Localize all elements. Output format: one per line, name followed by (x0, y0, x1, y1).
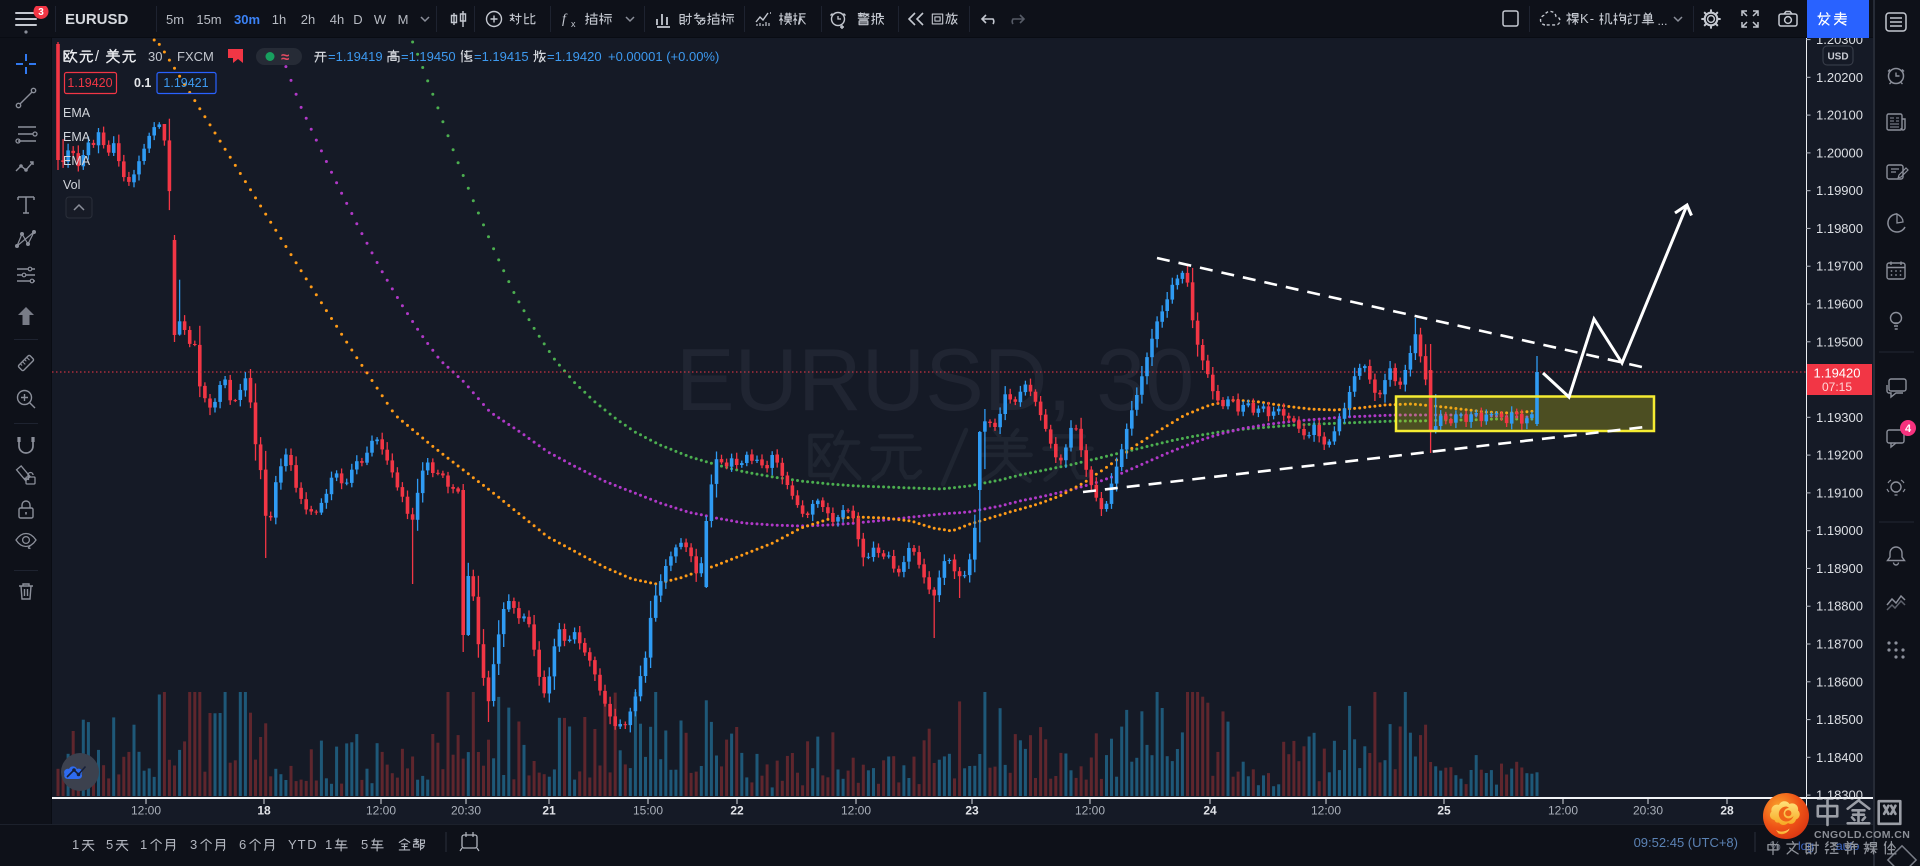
svg-text:12:00: 12:00 (1075, 804, 1105, 818)
svg-text:25: 25 (1437, 804, 1451, 818)
svg-text:=1.19419: =1.19419 (328, 49, 383, 64)
svg-text:=1.19415: =1.19415 (474, 49, 529, 64)
svg-text:1.19800: 1.19800 (1816, 221, 1863, 236)
svg-text:f: f (562, 12, 568, 27)
svg-text:1.19420: 1.19420 (67, 76, 112, 90)
svg-text:/: / (95, 49, 100, 65)
svg-text:CNGOLD.COM.CN: CNGOLD.COM.CN (1814, 829, 1910, 841)
svg-text:=1.19450: =1.19450 (401, 49, 456, 64)
svg-text:1.20300: 1.20300 (1816, 38, 1863, 47)
svg-text:1.18900: 1.18900 (1816, 561, 1863, 576)
svg-text:18: 18 (257, 804, 271, 818)
svg-text:EMA: EMA (63, 106, 91, 120)
svg-text:1.18700: 1.18700 (1816, 637, 1863, 652)
svg-text:Y: Y (288, 837, 297, 852)
svg-text:1: 1 (325, 837, 332, 852)
svg-text:EMA: EMA (63, 130, 91, 144)
svg-text:12:00: 12:00 (131, 804, 161, 818)
svg-text:≈: ≈ (281, 49, 289, 66)
svg-text:5: 5 (361, 837, 368, 852)
svg-text:12:00: 12:00 (1311, 804, 1341, 818)
svg-text:1.18600: 1.18600 (1816, 674, 1863, 689)
svg-text:1.18500: 1.18500 (1816, 712, 1863, 727)
svg-text:1.19900: 1.19900 (1816, 183, 1863, 198)
svg-text:1.19000: 1.19000 (1816, 523, 1863, 538)
svg-text:22: 22 (730, 804, 744, 818)
svg-text:12:00: 12:00 (366, 804, 396, 818)
svg-text:1.19300: 1.19300 (1816, 410, 1863, 425)
svg-text:28: 28 (1720, 804, 1734, 818)
svg-text:1.19421: 1.19421 (163, 76, 208, 90)
svg-text:07:15: 07:15 (1822, 380, 1852, 394)
svg-text:EMA: EMA (63, 154, 91, 168)
svg-text:T: T (298, 837, 306, 852)
svg-text:1.19200: 1.19200 (1816, 448, 1863, 463)
svg-text:1.19700: 1.19700 (1816, 259, 1863, 274)
svg-text:0.1: 0.1 (134, 76, 151, 90)
svg-text:D: D (307, 837, 316, 852)
svg-text:1.19100: 1.19100 (1816, 485, 1863, 500)
svg-text:1: 1 (140, 837, 147, 852)
svg-text:20:30: 20:30 (451, 804, 481, 818)
svg-text:x: x (571, 19, 576, 28)
svg-text:FXCM: FXCM (177, 49, 214, 64)
svg-text:=1.19420: =1.19420 (547, 49, 602, 64)
svg-text:3: 3 (190, 837, 197, 852)
svg-text:6: 6 (239, 837, 246, 852)
svg-text:12:00: 12:00 (1548, 804, 1578, 818)
svg-text:15:00: 15:00 (633, 804, 663, 818)
svg-text:1: 1 (72, 837, 79, 852)
svg-text:3: 3 (38, 7, 44, 18)
svg-text:30: 30 (148, 49, 162, 64)
svg-text:USD: USD (1827, 52, 1848, 63)
svg-text:K: K (1580, 11, 1589, 26)
svg-text:1.20100: 1.20100 (1816, 108, 1863, 123)
svg-text:23: 23 (965, 804, 979, 818)
svg-text:09:52:45 (UTC+8): 09:52:45 (UTC+8) (1634, 835, 1738, 850)
svg-text:EURUSD, 30: EURUSD, 30 (676, 330, 1194, 429)
svg-text:1.19500: 1.19500 (1816, 334, 1863, 349)
svg-text:1.18400: 1.18400 (1816, 750, 1863, 765)
svg-text:5: 5 (106, 837, 113, 852)
svg-text:12:00: 12:00 (841, 804, 871, 818)
svg-text:+0.00001 (+0.00%): +0.00001 (+0.00%) (608, 49, 719, 64)
svg-text:21: 21 (542, 804, 556, 818)
svg-text:1.19420: 1.19420 (1814, 366, 1861, 381)
svg-text:Vol: Vol (63, 178, 80, 192)
svg-text:-: - (1590, 11, 1594, 26)
svg-text:24: 24 (1203, 804, 1217, 818)
svg-text:20:30: 20:30 (1633, 804, 1663, 818)
svg-text:1.18800: 1.18800 (1816, 599, 1863, 614)
svg-text:1.20000: 1.20000 (1816, 145, 1863, 160)
svg-text:1.20200: 1.20200 (1816, 70, 1863, 85)
svg-text:1.19600: 1.19600 (1816, 297, 1863, 312)
